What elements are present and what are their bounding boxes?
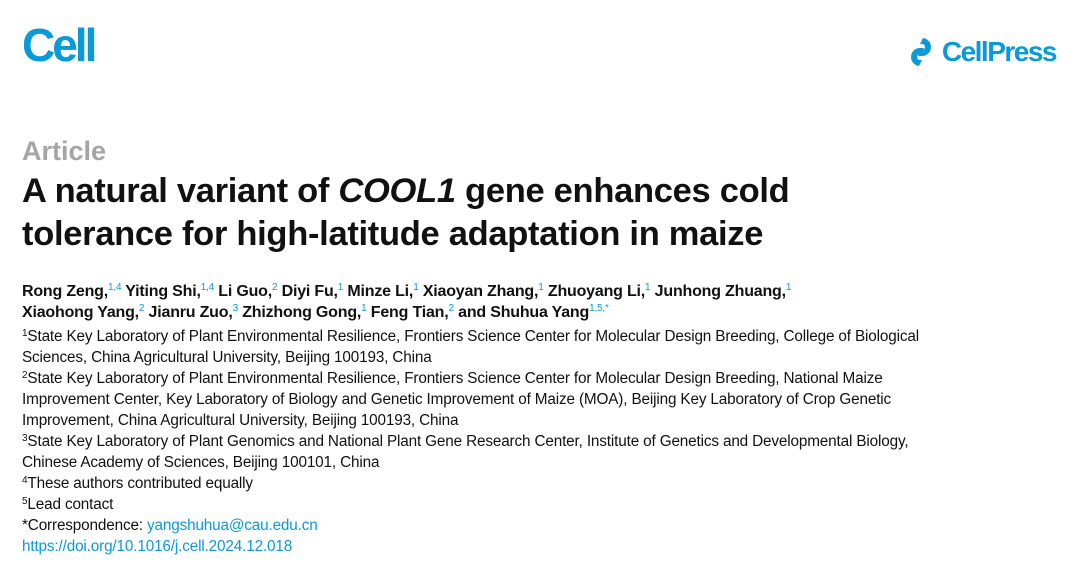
affiliation-text: State Key Laboratory of Plant Environmen… [27,370,883,387]
affiliation-marker: 1 [785,282,792,293]
cellpress-logo: CellPress [906,36,1058,68]
affiliation-marker: 2 [271,282,278,293]
cellpress-icon [910,38,931,66]
author-name[interactable]: Junhong Zhuang, [654,283,786,300]
affiliation-text: Improvement, China Agricultural Universi… [22,412,459,429]
affiliation-marker: 1 [413,282,419,293]
cell-journal-logo: Cell [22,19,97,71]
affiliation-marker: 1,4 [108,282,122,293]
affiliation-marker: 2 [448,303,455,314]
affiliation-number: 1 [22,328,28,339]
affiliation-number: 2 [22,370,28,381]
affiliation-number: 4 [22,475,28,486]
article-type: Article [22,136,107,166]
affiliation-line: 4These authors contributed equally [22,473,919,494]
affiliation-number: 3 [22,433,28,444]
affiliation-text: State Key Laboratory of Plant Environmen… [27,328,919,345]
affiliation-text: Sciences, China Agricultural University,… [22,349,432,366]
affiliation-line: Chinese Academy of Sciences, Beijing 100… [22,452,919,473]
author-list: Rong Zeng,1,4 Yiting Shi,1,4 Li Guo,2 Di… [22,281,791,323]
affiliation-text: Lead contact [27,496,114,513]
affiliation-line: Improvement Center, Key Laboratory of Bi… [22,389,919,410]
author-name[interactable]: Zhuoyang Li, [547,283,646,300]
affiliation-marker: 1 [361,303,367,314]
author-name[interactable]: and Shuhua Yang [458,304,590,321]
affiliation-line: 3State Key Laboratory of Plant Genomics … [22,431,919,452]
affiliation-line: 2State Key Laboratory of Plant Environme… [22,368,919,389]
author-name[interactable]: Minze Li, [347,283,414,300]
doi-link[interactable]: https://doi.org/10.1016/j.cell.2024.12.0… [22,538,293,555]
affiliation-text: These authors contributed equally [27,475,253,492]
author-name[interactable]: Zhizhong Gong, [242,304,362,321]
author-name[interactable]: Xiaoyan Zhang, [422,283,539,300]
paper-title: A natural variant of COOL1 gene enhances… [22,170,790,256]
affiliation-text: State Key Laboratory of Plant Genomics a… [27,433,909,450]
affiliation-text: Improvement Center, Key Laboratory of Bi… [22,391,892,408]
author-name[interactable]: Yiting Shi, [125,283,201,300]
affiliations: 1State Key Laboratory of Plant Environme… [22,326,919,557]
affiliation-marker: 1,5,* [589,303,609,314]
affiliation-marker: 2 [138,303,145,314]
gene-name: COOL1 [338,172,456,210]
affiliation-number: 5 [22,496,28,507]
author-name[interactable]: Jianru Zuo, [148,304,233,321]
affiliation-marker: 3 [232,303,239,314]
affiliation-line: 5Lead contact [22,494,919,515]
affiliation-marker: 1 [538,282,544,293]
author-name[interactable]: Rong Zeng, [22,283,108,300]
affiliation-marker: 1 [645,282,651,293]
affiliation-marker: 1 [337,282,344,293]
affiliation-text: Chinese Academy of Sciences, Beijing 100… [22,454,380,471]
correspondence-label: *Correspondence: [22,517,148,534]
correspondence-email-link[interactable]: yangshuhua@cau.edu.cn [147,517,318,534]
affiliation-line: Improvement, China Agricultural Universi… [22,410,919,431]
title-text: tolerance for high-latitude adaptation i… [22,215,764,253]
author-name[interactable]: Feng Tian, [370,304,449,321]
affiliation-line: Sciences, China Agricultural University,… [22,347,919,368]
title-text: A natural variant of [22,172,339,210]
author-name[interactable]: Li Guo, [218,283,272,300]
affiliation-line: 1State Key Laboratory of Plant Environme… [22,326,919,347]
author-name[interactable]: Diyi Fu, [281,283,338,300]
title-text: gene enhances cold [455,172,790,210]
cellpress-wordmark: CellPress [941,36,1058,67]
affiliation-marker: 1,4 [200,282,215,293]
correspondence: *Correspondence: yangshuhua@cau.edu.cn [22,515,919,536]
author-name[interactable]: Xiaohong Yang, [22,304,139,321]
